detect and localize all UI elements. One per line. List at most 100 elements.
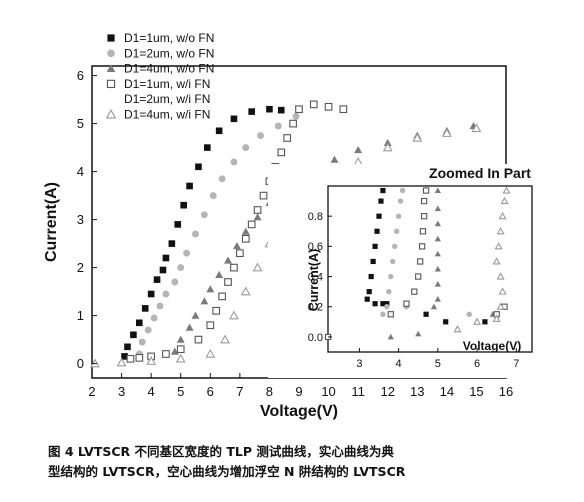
main-y-tick-label: 5 xyxy=(77,116,84,131)
inset-series-3-point xyxy=(434,296,441,302)
tlp-chart-figure: 2 3 4 5 6 7 8 9 10 11 12 13 14 15 160123456Voltage(V)C… xyxy=(43,31,544,420)
main-y-tick-label: 4 xyxy=(77,164,84,179)
main-series-3-point xyxy=(200,297,209,305)
main-series-4-point xyxy=(339,105,348,114)
inset-series-3-point xyxy=(434,235,441,242)
inset-series-2 xyxy=(380,187,472,318)
inset-series-3-point xyxy=(434,187,441,194)
main-x-tick-label: 13 xyxy=(410,384,424,399)
main-series-2-point xyxy=(162,290,170,298)
main-x-tick-label: 2 xyxy=(88,384,95,399)
legend-entry-1: D1=1um, w/o FN xyxy=(124,31,214,45)
main-series-3-point xyxy=(176,335,185,343)
main-series-4-point xyxy=(295,105,303,114)
inset-series-1-point xyxy=(378,198,384,204)
main-y-tick-label: 6 xyxy=(77,68,84,83)
main-series-1-point xyxy=(141,305,149,312)
inset-y-axis-label: Current(A) xyxy=(307,249,321,312)
main-series-2-point xyxy=(171,278,179,286)
main-series-4-point xyxy=(162,350,170,358)
inset-series-1-point xyxy=(376,213,382,219)
inset-plot: 3 4 5 6 7 0.0 0.2 0.4 0.6 0.8 Voltage(V) Current(A)… xyxy=(268,164,544,378)
main-series-1-point xyxy=(121,353,128,360)
main-series-5-point xyxy=(252,262,263,272)
main-series-4-point xyxy=(247,220,256,229)
main-series-5-point xyxy=(205,348,216,358)
main-series-2-point xyxy=(292,112,300,120)
inset-title: Zoomed In Part xyxy=(429,165,531,181)
main-series-5-point xyxy=(220,334,230,344)
main-series-1-point xyxy=(162,254,170,262)
main-series-1-point xyxy=(147,290,155,298)
inset-x-tick-label: 4 xyxy=(396,358,402,370)
main-series-1-point xyxy=(180,201,187,209)
main-series-1 xyxy=(121,105,285,360)
main-series-4-point xyxy=(324,102,333,111)
main-series-1-point xyxy=(266,105,273,113)
main-y-tick-label: 1 xyxy=(77,308,84,323)
inset-series-4-point xyxy=(419,243,426,250)
inset-y-tick-label: 0.4 xyxy=(308,271,323,283)
legend-marker-4 xyxy=(106,79,116,89)
legend-marker-3 xyxy=(106,64,116,73)
main-x-tick-label: 6 xyxy=(207,384,214,399)
main-series-1-point xyxy=(159,266,167,274)
inset-y-tick-label: 0.0 xyxy=(308,332,323,344)
inset-series-5-point xyxy=(496,302,505,310)
main-series-3-point xyxy=(330,155,339,163)
legend-entry-2: D1=2um, w/o FN xyxy=(124,46,214,60)
caption-line-1: 图 4 LVTSCR 不同基区宽度的 TLP 测试曲线，实心曲线为典 xyxy=(48,444,394,459)
legend-entry-4: D1=1um, w/i FN xyxy=(124,77,210,91)
inset-series-2-point xyxy=(380,311,386,318)
main-series-3-point xyxy=(253,213,262,221)
main-series-5-point xyxy=(471,123,482,133)
main-series-3-point xyxy=(170,347,179,355)
inset-series-5 xyxy=(453,186,511,333)
main-y-axis-label: Current(A) xyxy=(43,182,60,262)
main-x-axis-label: Voltage(V) xyxy=(260,403,338,420)
caption-line-2: 型结构的 LVTSCR，空心曲线为增加浮空 N 阱结构的 LVTSCR xyxy=(48,464,406,479)
main-series-2-point xyxy=(192,230,199,238)
main-x-tick-label: 7 xyxy=(236,384,243,399)
inset-x-tick-label: 3 xyxy=(356,358,362,370)
inset-series-2-point xyxy=(393,228,400,235)
legend-entry-6: D1=4um, w/i FN xyxy=(124,108,210,122)
inset-series-5-point xyxy=(492,257,501,265)
main-series-2-point xyxy=(242,144,250,152)
inset-series-3-point xyxy=(434,280,441,287)
inset-x-tick-label: 7 xyxy=(513,358,519,370)
inset-series-4-point xyxy=(387,311,394,318)
main-series-5-point xyxy=(229,310,239,320)
inset-series-1-point xyxy=(374,228,380,234)
main-y-tick-label: 0 xyxy=(77,356,84,371)
inset-series-1-point xyxy=(384,301,390,307)
main-x-tick-label: 15 xyxy=(469,384,483,399)
main-series-4-point xyxy=(253,206,262,214)
main-series-4-point xyxy=(309,100,318,109)
inset-series-2-point xyxy=(386,288,392,295)
inset-series-2-point xyxy=(390,258,396,265)
inset-y-tick-label: 0.8 xyxy=(308,211,323,223)
inset-series-3-point xyxy=(434,265,441,272)
inset-series-3-point xyxy=(434,250,441,257)
inset-series-4-point xyxy=(417,258,424,265)
main-series-3-point xyxy=(241,227,250,235)
inset-series-5-point xyxy=(498,211,507,220)
main-series-5-point xyxy=(175,353,186,363)
inset-series-3-point xyxy=(415,330,422,337)
figure-caption: 图 4 LVTSCR 不同基区宽度的 TLP 测试曲线，实心曲线为典 型结构的 … xyxy=(48,442,578,482)
inset-x-axis-label: Voltage(V) xyxy=(463,339,521,353)
main-series-3-point xyxy=(215,270,224,278)
main-series-2-point xyxy=(209,192,217,200)
main-series-5-point xyxy=(240,286,251,296)
main-series-2-point xyxy=(257,132,265,140)
main-series-2-point xyxy=(150,314,158,322)
inset-series-2-point xyxy=(384,303,390,310)
main-y-tick-label: 3 xyxy=(77,212,84,227)
inset-plot-frame xyxy=(327,185,533,353)
inset-series-3-point xyxy=(387,333,394,340)
inset-series-2-point xyxy=(395,213,402,219)
main-series-4-point xyxy=(277,148,286,157)
main-series-2-point xyxy=(274,122,282,130)
